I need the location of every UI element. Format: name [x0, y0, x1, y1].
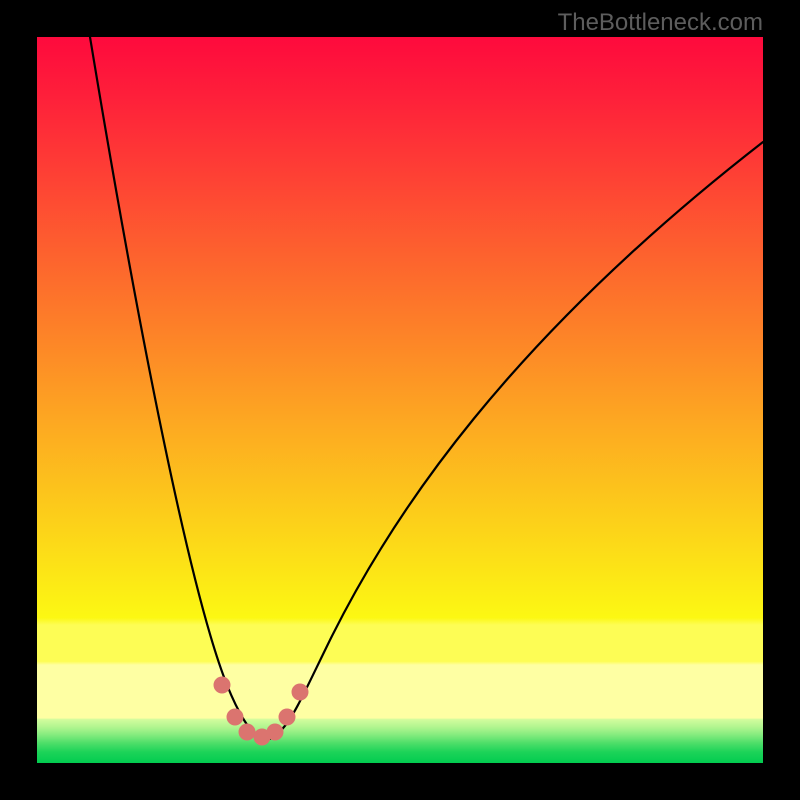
marker-dot	[292, 684, 309, 701]
watermark-text: TheBottleneck.com	[558, 9, 763, 37]
bottleneck-curve	[90, 37, 763, 740]
marker-dot	[227, 709, 244, 726]
marker-dot	[267, 724, 284, 741]
curve-layer	[37, 37, 763, 763]
plot-area	[37, 37, 763, 763]
marker-dot	[214, 677, 231, 694]
chart-frame: TheBottleneck.com	[0, 0, 800, 800]
marker-dot	[279, 709, 296, 726]
marker-dot	[239, 724, 256, 741]
